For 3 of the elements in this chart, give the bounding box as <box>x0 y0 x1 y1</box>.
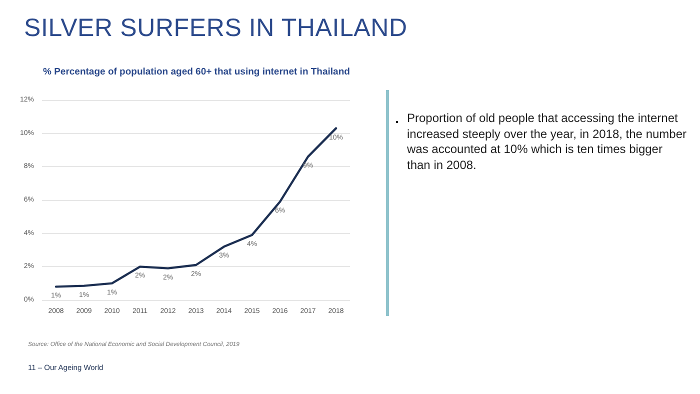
chart-title: SILVER SURFERS IN THAILAND <box>24 14 408 43</box>
text: Proportion of old people that accessing the internet increased steeply over the year, in 2018, the number was accounted at 10% which is ten times bigger than in 2008. <box>407 111 687 172</box>
chart-subtitle: % Percentage of population aged 60+ that using internet in Thailand <box>43 66 350 78</box>
